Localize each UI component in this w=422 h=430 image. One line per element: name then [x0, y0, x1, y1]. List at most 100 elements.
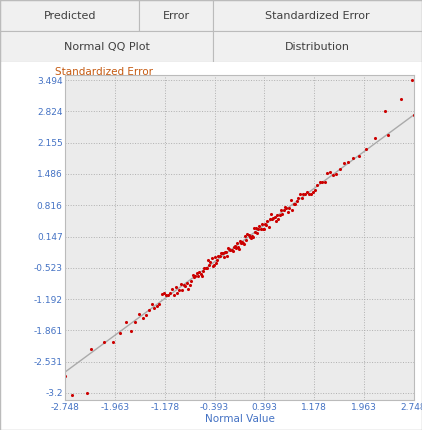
Point: [281, 204, 288, 211]
Text: Error: Error: [162, 11, 190, 21]
Point: [241, 240, 248, 247]
Point: [207, 259, 214, 266]
Point: [274, 211, 281, 218]
Point: [345, 159, 352, 166]
Point: [68, 392, 75, 399]
Point: [213, 259, 219, 266]
Point: [187, 281, 193, 288]
Point: [276, 212, 283, 218]
Point: [230, 244, 237, 251]
Point: [300, 190, 307, 197]
Point: [238, 240, 244, 247]
Point: [239, 238, 246, 245]
Point: [191, 274, 197, 281]
Point: [176, 286, 182, 293]
Point: [235, 244, 241, 251]
Point: [211, 261, 217, 268]
Point: [310, 189, 316, 196]
Point: [224, 252, 230, 259]
Point: [270, 215, 277, 222]
Point: [227, 246, 234, 253]
Point: [284, 208, 291, 215]
Point: [184, 280, 190, 286]
Point: [206, 261, 213, 268]
Point: [258, 221, 265, 228]
Point: [209, 263, 216, 270]
Point: [151, 304, 158, 311]
Point: [154, 302, 160, 309]
Point: [260, 225, 266, 232]
Point: [165, 292, 171, 298]
Point: [168, 286, 175, 292]
Point: [235, 246, 242, 252]
Point: [170, 291, 177, 298]
Point: [384, 132, 391, 138]
Bar: [213, 31, 422, 62]
Point: [146, 307, 152, 314]
Point: [212, 254, 219, 261]
Point: [249, 233, 255, 240]
Point: [275, 215, 282, 222]
Point: [149, 300, 155, 307]
Point: [127, 328, 134, 335]
Point: [197, 271, 204, 278]
Point: [223, 249, 230, 256]
Point: [195, 273, 201, 280]
Point: [205, 257, 211, 264]
Point: [247, 234, 254, 241]
Point: [174, 289, 181, 296]
Point: [233, 239, 240, 246]
Point: [214, 256, 221, 263]
Point: [271, 214, 278, 221]
Point: [293, 197, 300, 204]
Point: [330, 172, 336, 179]
Point: [249, 233, 256, 240]
Point: [333, 171, 340, 178]
Point: [135, 310, 142, 317]
Point: [246, 233, 253, 240]
Point: [228, 246, 235, 253]
Point: [101, 339, 108, 346]
Point: [189, 272, 196, 279]
Point: [253, 225, 260, 232]
Point: [229, 248, 236, 255]
Text: Standardized Error: Standardized Error: [265, 11, 370, 21]
Text: Distribution: Distribution: [285, 42, 350, 52]
Point: [192, 273, 199, 280]
X-axis label: Normal Value: Normal Value: [205, 415, 274, 424]
Point: [337, 166, 344, 172]
Point: [289, 207, 295, 214]
Point: [88, 346, 95, 353]
Point: [181, 281, 187, 288]
Point: [260, 225, 267, 232]
Point: [266, 216, 273, 223]
Point: [327, 169, 333, 175]
Point: [226, 246, 233, 252]
Point: [262, 220, 268, 227]
Point: [231, 243, 238, 249]
Bar: [0, 31, 213, 62]
Point: [208, 255, 215, 262]
Point: [242, 233, 249, 240]
Point: [298, 195, 305, 202]
Text: Standardized Error: Standardized Error: [55, 67, 153, 77]
Point: [254, 230, 260, 237]
Point: [177, 281, 184, 288]
Point: [255, 226, 262, 233]
Point: [279, 210, 286, 217]
Point: [382, 108, 389, 115]
Point: [245, 231, 252, 238]
Point: [198, 272, 205, 279]
Point: [219, 249, 226, 256]
Point: [304, 189, 311, 196]
Point: [287, 197, 294, 204]
Point: [321, 179, 328, 186]
Point: [216, 252, 223, 259]
Point: [122, 319, 129, 326]
Bar: [0, 0, 139, 31]
Point: [233, 245, 239, 252]
Point: [371, 135, 378, 142]
Point: [410, 111, 417, 118]
Point: [179, 286, 186, 293]
Point: [222, 249, 228, 255]
